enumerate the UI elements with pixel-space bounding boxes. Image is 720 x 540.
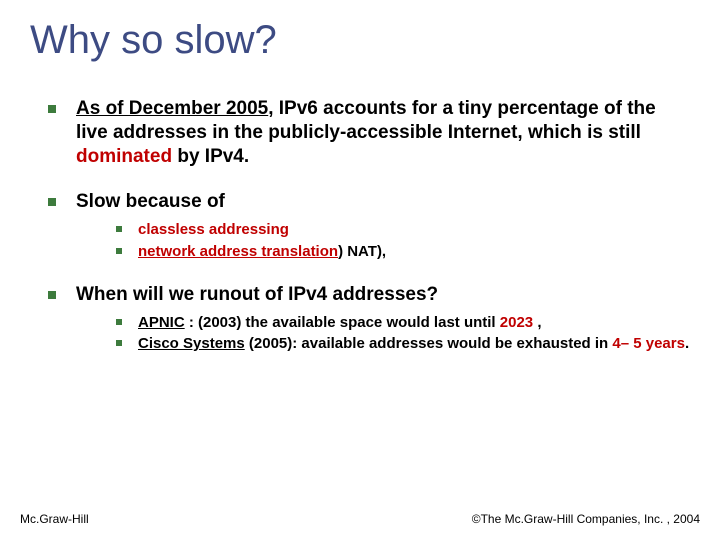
bullet-3-sub-2-mid: (2005): available addresses would be exh… — [245, 335, 613, 352]
bullet-1-mid2: by IPv4. — [172, 146, 249, 167]
slide: Why so slow? As of December 2005, IPv6 a… — [0, 0, 720, 540]
bullet-3-sub-1-tail: , — [533, 314, 541, 331]
bullet-3-sub-1: APNIC : (2003) the available space would… — [116, 313, 690, 333]
bullet-3-sub-2-yrs: 4– 5 years — [612, 335, 685, 352]
bullet-3-sub-2-tail: . — [685, 335, 689, 352]
bullet-2-sublist: classless addressing network address tra… — [116, 220, 690, 261]
bullet-1: As of December 2005, IPv6 accounts for a… — [48, 97, 690, 168]
bullet-2-sub-2: network address translation) NAT), — [116, 242, 690, 262]
slide-body: As of December 2005, IPv6 accounts for a… — [30, 97, 690, 354]
bullet-3-sub-2-cisco: Cisco Systems — [138, 335, 245, 352]
bullet-2: Slow because of classless addressing net… — [48, 190, 690, 261]
bullet-1-date: As of December 2005 — [76, 98, 268, 119]
footer: Mc.Graw-Hill ©The Mc.Graw-Hill Companies… — [20, 512, 700, 526]
bullet-3-sub-2: Cisco Systems (2005): available addresse… — [116, 334, 690, 354]
bullet-3-heading: When will we runout of IPv4 addresses? — [76, 284, 438, 305]
bullet-list-lvl1: As of December 2005, IPv6 accounts for a… — [48, 97, 690, 354]
bullet-2-sub-1: classless addressing — [116, 220, 690, 240]
bullet-3-sublist: APNIC : (2003) the available space would… — [116, 313, 690, 354]
bullet-3-sub-1-year: 2023 — [500, 314, 533, 331]
bullet-2-sub-2a: network address translation — [138, 243, 338, 260]
bullet-2-sub-1-text: classless addressing — [138, 221, 289, 238]
bullet-3: When will we runout of IPv4 addresses? A… — [48, 283, 690, 354]
bullet-1-dominated: dominated — [76, 146, 172, 167]
footer-left: Mc.Graw-Hill — [20, 512, 89, 526]
bullet-3-sub-1-mid: : (2003) the available space would last … — [185, 314, 500, 331]
bullet-2-sub-2b: ) NAT), — [338, 243, 386, 260]
footer-right: ©The Mc.Graw-Hill Companies, Inc. , 2004 — [472, 512, 700, 526]
bullet-3-sub-1-apnic: APNIC — [138, 314, 185, 331]
bullet-2-heading: Slow because of — [76, 191, 225, 212]
slide-title: Why so slow? — [30, 18, 690, 63]
